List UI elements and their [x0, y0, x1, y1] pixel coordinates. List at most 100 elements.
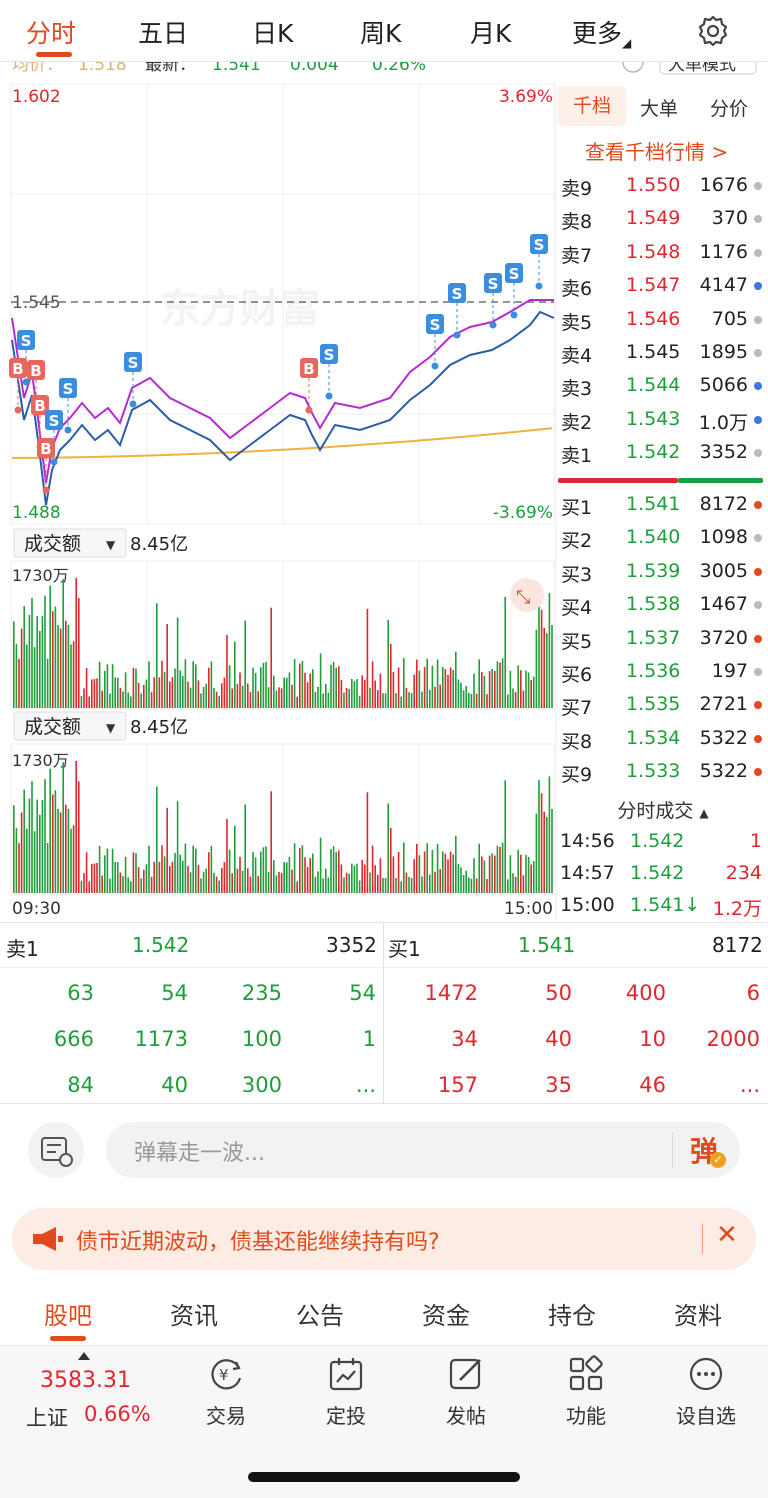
volume-bar [239, 672, 241, 708]
volume-bar [364, 864, 366, 893]
close-icon[interactable]: ✕ [716, 1220, 738, 1250]
volume-bar [462, 875, 465, 893]
volume-bar [470, 878, 473, 893]
volume-bar [444, 853, 447, 893]
volume-bar [202, 871, 205, 893]
ask-level-row[interactable]: 卖8 1.549 370 [558, 203, 768, 235]
volume-bar [527, 857, 530, 893]
sell-queue-cell: 235 [241, 981, 282, 1005]
volume-bar [244, 620, 246, 708]
help-icon[interactable] [622, 62, 644, 73]
level-dot [754, 501, 762, 509]
level-price: 1.540 [626, 526, 681, 549]
volume-bar [182, 676, 184, 708]
volume-bar [257, 876, 259, 893]
bid-level-row[interactable]: 买1 1.541 8172 [558, 489, 768, 521]
bid-level-row[interactable]: 买8 1.534 5322 [558, 723, 768, 755]
tab-thousand-levels[interactable]: 千档 [558, 86, 626, 126]
ask-level-row[interactable]: 卖5 1.546 705 [558, 304, 768, 336]
level-dot [754, 734, 762, 743]
danmaku-input[interactable]: 弹幕走一波... 弹 ✓ [106, 1122, 740, 1178]
volume-bar [475, 878, 478, 893]
volume-bar [80, 695, 83, 708]
volume-total-1: 8.45亿 [130, 534, 188, 555]
volume-bar [171, 677, 174, 708]
volume-bar [283, 862, 285, 893]
tab-big-orders[interactable]: 大单 [640, 98, 679, 120]
tab-price-distribution[interactable]: 分价 [710, 98, 749, 120]
volume-bar [91, 864, 93, 893]
volume-bar [197, 680, 200, 708]
volume-bar [429, 874, 431, 893]
bigorder-mode-button[interactable] [659, 62, 757, 75]
nav-trade[interactable]: ¥ 交易 [176, 1354, 276, 1429]
ask-level-row[interactable]: 卖9 1.550 1676 [558, 170, 768, 202]
gear-icon[interactable] [696, 14, 730, 48]
buy-queue-cell: 35 [545, 1073, 572, 1097]
volume-bar [101, 690, 103, 708]
bid-level-row[interactable]: 买9 1.533 5322 [558, 756, 768, 788]
tab-guba[interactable]: 股吧 [44, 1302, 92, 1330]
tab-more[interactable]: 更多◢ [572, 14, 631, 50]
ask-level-row[interactable]: 卖7 1.548 1176 [558, 237, 768, 269]
volume-bar [13, 621, 15, 708]
volume-bar [75, 761, 77, 893]
volume-selector-1[interactable] [13, 528, 127, 558]
tab-monthly-k[interactable]: 月K [470, 19, 512, 48]
volume-bar [499, 846, 501, 893]
volume-bar [501, 658, 504, 708]
sell-marker: S [505, 263, 523, 319]
ask-level-row[interactable]: 卖4 1.545 1895 [558, 337, 768, 369]
ask-level-row[interactable]: 卖2 1.543 1.0万 [558, 404, 768, 436]
bid-level-row[interactable]: 买6 1.536 197 [558, 656, 768, 688]
avg-price-value-partial: 1.518 [78, 62, 127, 75]
nav-add-watchlist[interactable]: 设自选 [656, 1354, 756, 1429]
news-banner[interactable]: 债市近期波动，债基还能继续持有吗? ✕ [12, 1208, 756, 1270]
intraday-chart[interactable]: 均价： 1.518 最新： 1.541 0.004 0.26% 大单模式 东方财… [0, 62, 768, 922]
nav-post[interactable]: 发帖 [416, 1354, 516, 1429]
tab-intraday[interactable]: 分时 [26, 19, 77, 48]
tab-funds[interactable]: 资金 [422, 1302, 470, 1330]
tab-daily-k[interactable]: 日K [252, 19, 294, 48]
volume-bar [481, 672, 483, 708]
danmaku-settings-button[interactable] [28, 1122, 84, 1178]
bid-level-row[interactable]: 买4 1.538 1467 [558, 589, 768, 621]
bid-level-row[interactable]: 买2 1.540 1098 [558, 522, 768, 554]
volume-bar [522, 690, 525, 708]
ask-level-row[interactable]: 卖1 1.542 3352 [558, 437, 768, 469]
volume-bar [122, 691, 124, 708]
volume-bar [330, 849, 332, 893]
buy1-volume: 8172 [712, 933, 763, 957]
volume-bar [301, 661, 304, 708]
volume-bar [366, 608, 369, 708]
bid-level-row[interactable]: 买3 1.539 3005 [558, 556, 768, 588]
tab-weekly-k[interactable]: 周K [360, 19, 402, 48]
volume-bar [351, 679, 353, 708]
bid-level-row[interactable]: 买5 1.537 3720 [558, 623, 768, 655]
nav-fixed-invest[interactable]: 定投 [296, 1354, 396, 1429]
volume-bar [202, 687, 205, 708]
volume-bar [78, 598, 80, 708]
tab-five-day[interactable]: 五日 [138, 19, 189, 48]
volume-bar [252, 852, 254, 893]
ask-level-row[interactable]: 卖3 1.544 5066 [558, 370, 768, 402]
tick-trades-header[interactable]: 分时成交 ▲ [558, 796, 768, 823]
volume-bar [410, 878, 413, 893]
view-thousand-levels-link[interactable]: 查看千档行情 > [585, 140, 729, 164]
bid-level-row[interactable]: 买7 1.535 2721 [558, 689, 768, 721]
volume-bar [530, 864, 532, 893]
tab-profile[interactable]: 资料 [674, 1302, 722, 1330]
tab-holdings[interactable]: 持仓 [548, 1302, 596, 1330]
volume-selector-2[interactable] [13, 711, 127, 741]
tab-news[interactable]: 资讯 [170, 1302, 218, 1330]
volume-bar [395, 693, 397, 708]
nav-functions[interactable]: 功能 [536, 1354, 636, 1429]
volume-bar [429, 689, 431, 708]
volume-bar [426, 658, 428, 708]
volume-bar [338, 850, 340, 893]
expand-button[interactable] [510, 578, 544, 612]
tab-announcements[interactable]: 公告 [296, 1302, 344, 1330]
tick-time: 14:57 [560, 862, 615, 884]
volume-bar [239, 857, 241, 893]
ask-level-row[interactable]: 卖6 1.547 4147 [558, 270, 768, 302]
